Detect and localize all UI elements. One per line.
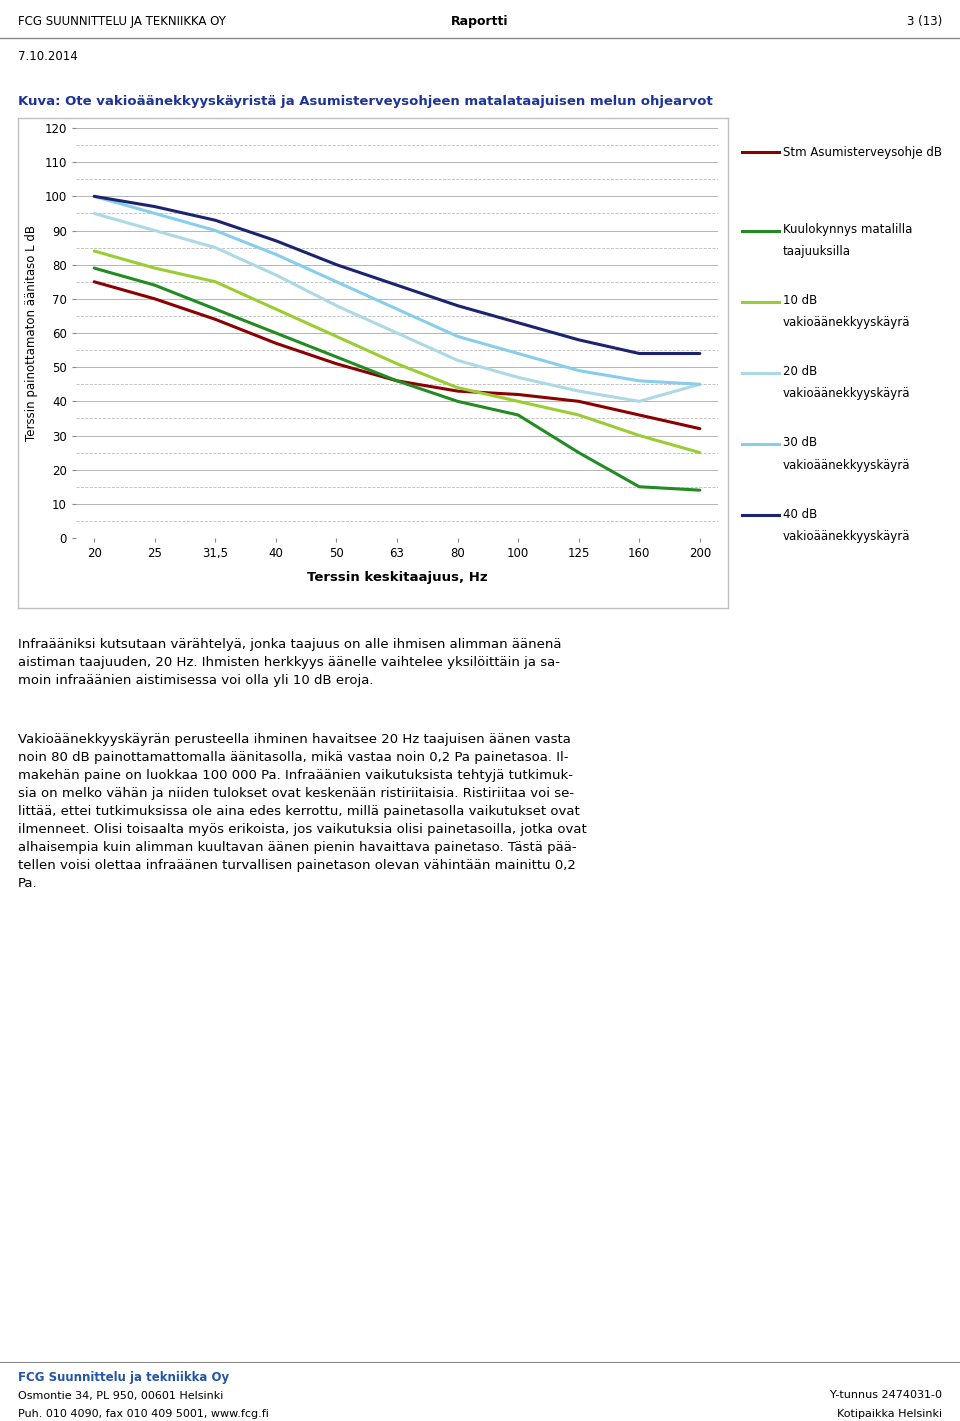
Text: Y-tunnus 2474031-0: Y-tunnus 2474031-0: [830, 1391, 942, 1401]
Text: Infraääniksi kutsutaan värähtelyä, jonka taajuus on alle ihmisen alimman äänenä
: Infraääniksi kutsutaan värähtelyä, jonka…: [18, 638, 562, 686]
Text: FCG Suunnittelu ja tekniikka Oy: FCG Suunnittelu ja tekniikka Oy: [18, 1370, 229, 1384]
Text: Puh. 010 4090, fax 010 409 5001, www.fcg.fi: Puh. 010 4090, fax 010 409 5001, www.fcg…: [18, 1410, 269, 1420]
Text: 20 dB: 20 dB: [783, 365, 817, 378]
Text: vakioäänekkyyskäyrä: vakioäänekkyyskäyrä: [783, 388, 910, 401]
Text: 40 dB: 40 dB: [783, 507, 817, 520]
Text: 10 dB: 10 dB: [783, 294, 817, 307]
Text: Kuulokynnys matalilla: Kuulokynnys matalilla: [783, 223, 912, 236]
Text: Stm Asumisterveysohje dB: Stm Asumisterveysohje dB: [783, 146, 942, 159]
Y-axis label: Terssin painottamaton äänitaso L dB: Terssin painottamaton äänitaso L dB: [25, 225, 37, 441]
Text: Kotipaikka Helsinki: Kotipaikka Helsinki: [837, 1410, 942, 1420]
X-axis label: Terssin keskitaajuus, Hz: Terssin keskitaajuus, Hz: [306, 571, 488, 584]
Text: Kuva: Ote vakioäänekkyyskäyristä ja Asumisterveysohjeen matalataajuisen melun oh: Kuva: Ote vakioäänekkyyskäyristä ja Asum…: [18, 95, 712, 108]
Text: Osmontie 34, PL 950, 00601 Helsinki: Osmontie 34, PL 950, 00601 Helsinki: [18, 1391, 224, 1401]
Text: Raportti: Raportti: [451, 14, 509, 27]
Text: taajuuksilla: taajuuksilla: [783, 246, 851, 259]
Text: vakioäänekkyyskäyrä: vakioäänekkyyskäyrä: [783, 530, 910, 543]
Text: vakioäänekkyyskäyrä: vakioäänekkyyskäyrä: [783, 459, 910, 472]
Text: 3 (13): 3 (13): [907, 14, 942, 27]
Text: Vakioäänekkyyskäyrän perusteella ihminen havaitsee 20 Hz taajuisen äänen vasta
n: Vakioäänekkyyskäyrän perusteella ihminen…: [18, 733, 587, 890]
Text: 7.10.2014: 7.10.2014: [18, 51, 78, 64]
Text: vakioäänekkyyskäyrä: vakioäänekkyyskäyrä: [783, 317, 910, 330]
Text: FCG SUUNNITTELU JA TEKNIIKKA OY: FCG SUUNNITTELU JA TEKNIIKKA OY: [18, 14, 226, 27]
Text: 30 dB: 30 dB: [783, 436, 817, 449]
